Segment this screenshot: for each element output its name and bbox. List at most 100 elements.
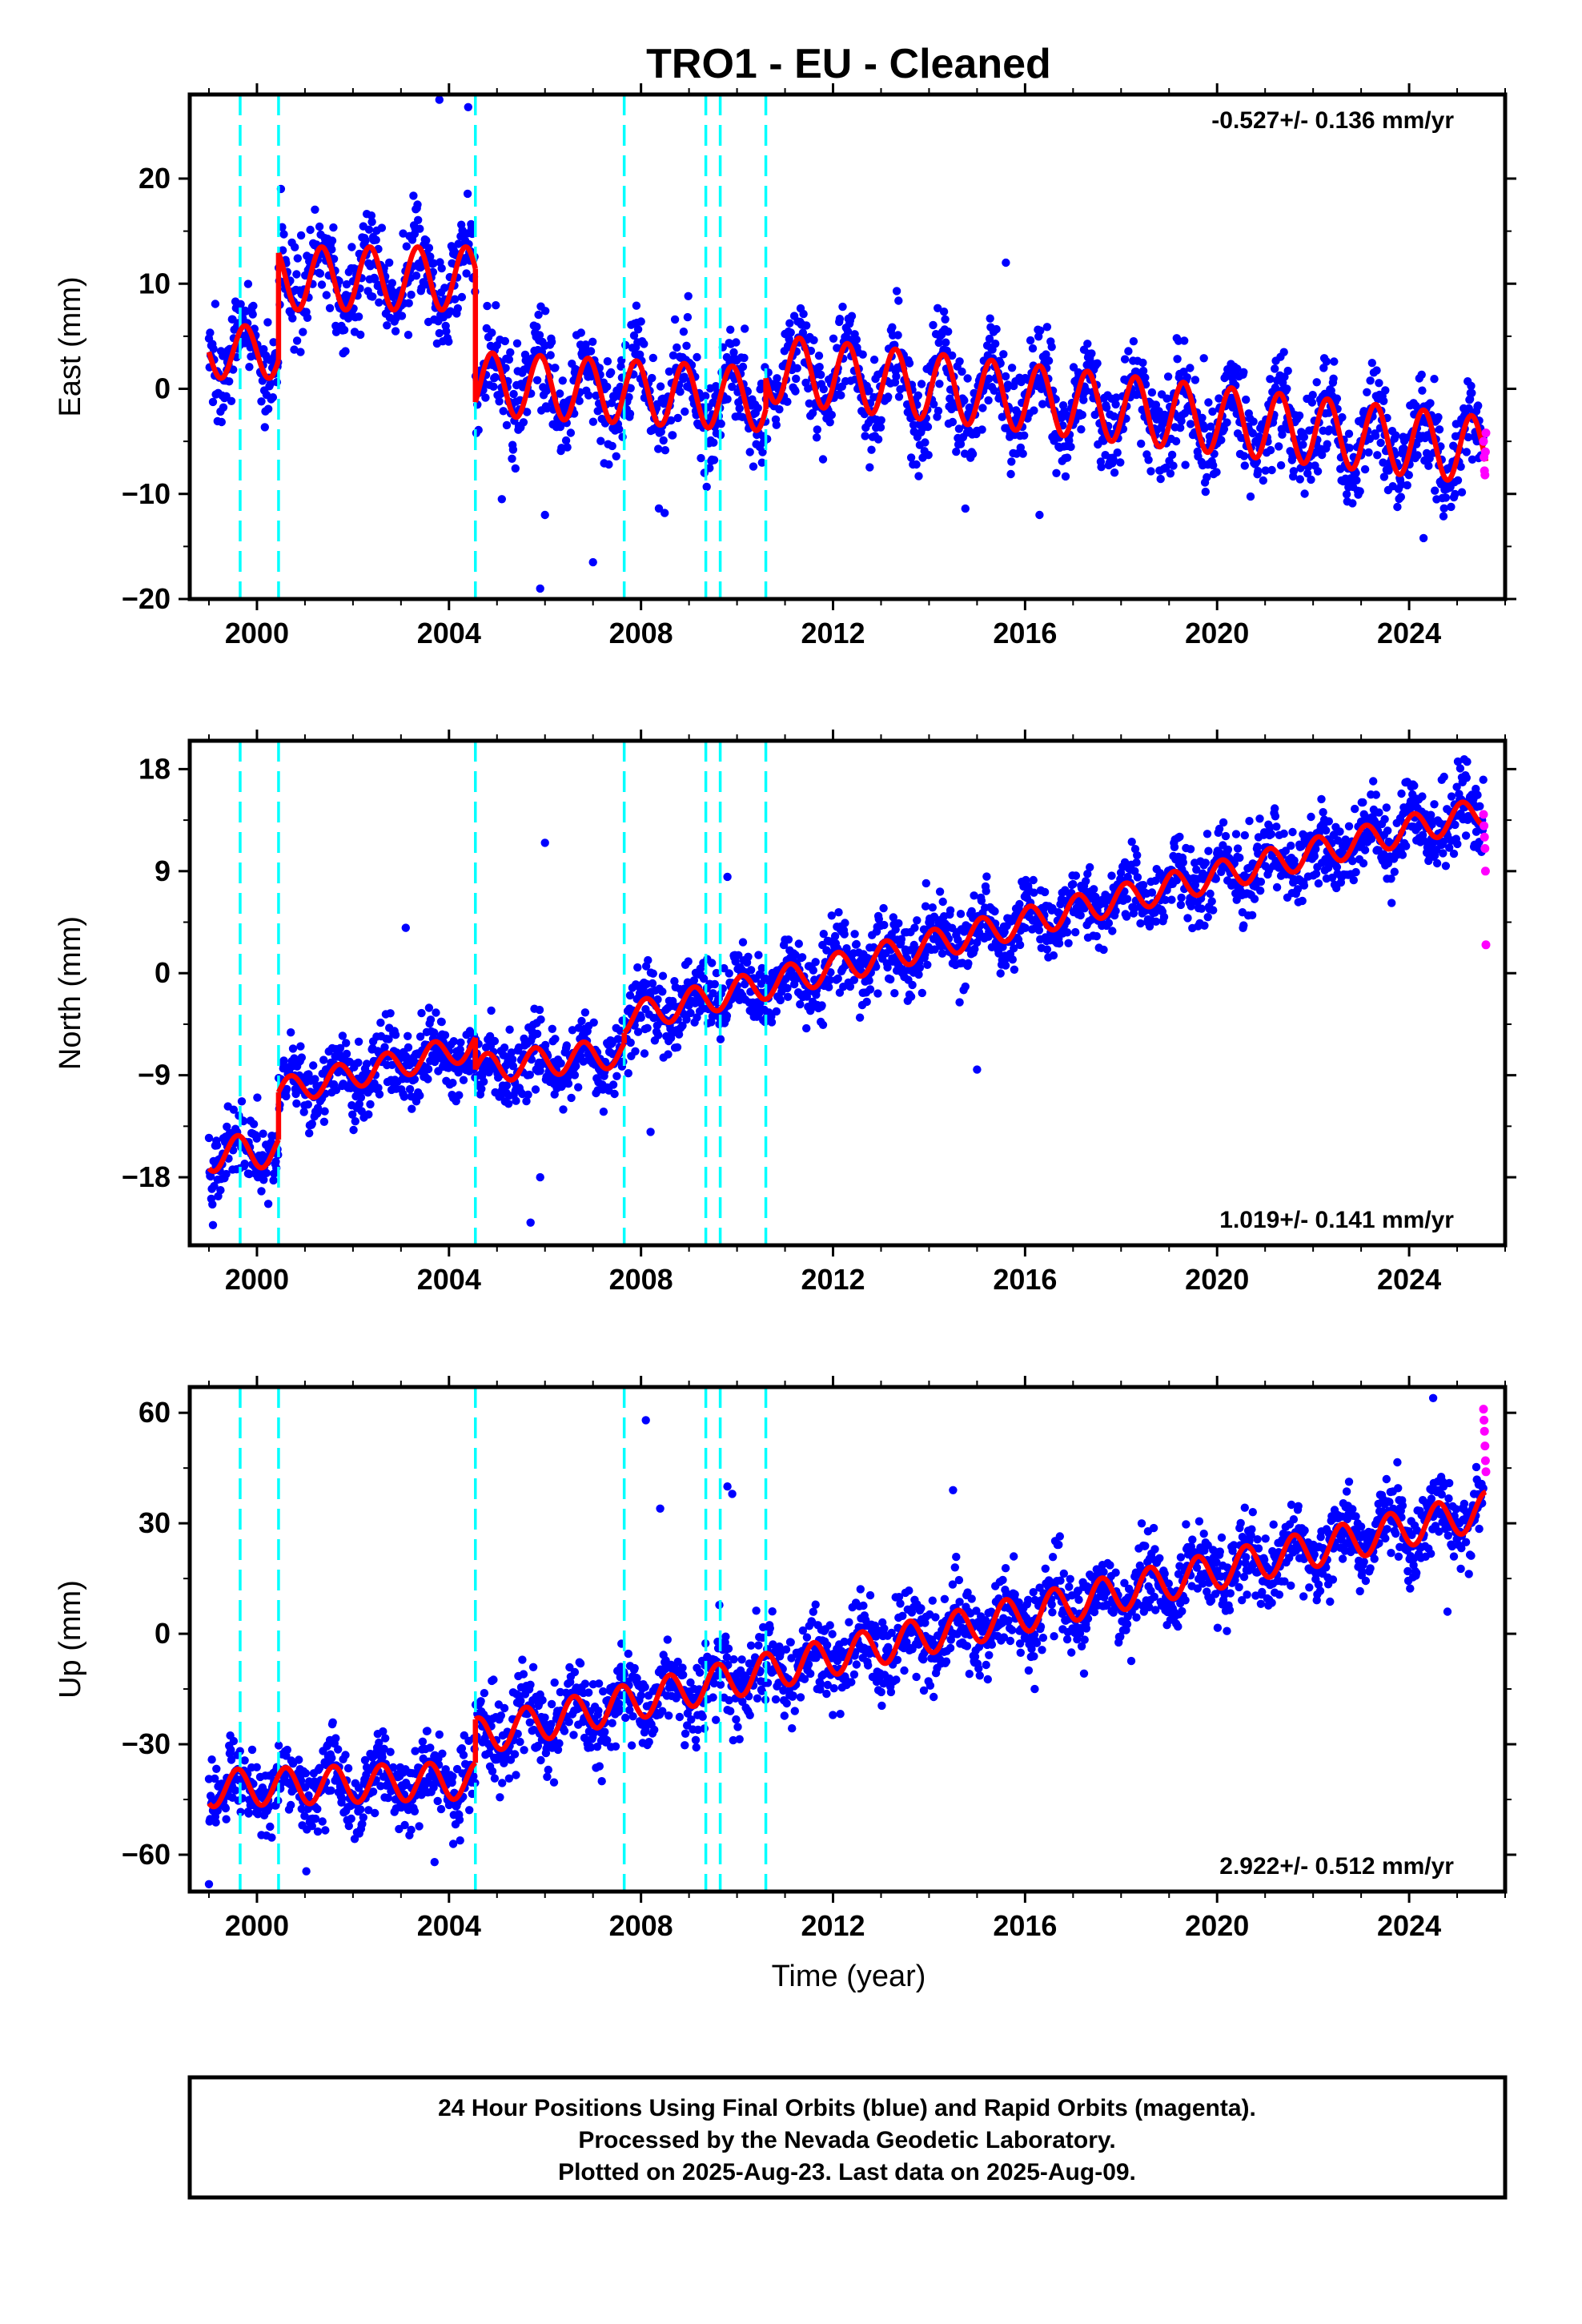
data-point xyxy=(342,279,351,289)
x-tick-label: 2000 xyxy=(225,1263,289,1296)
data-point xyxy=(1010,965,1019,975)
data-point xyxy=(512,339,522,348)
data-point xyxy=(424,1003,434,1012)
data-point xyxy=(886,975,895,984)
up-panel: 2000 2004 2008 2012 2016 2020 2024−60−3003060U… xyxy=(54,1376,1516,1942)
data-point xyxy=(1324,817,1334,826)
data-point xyxy=(1397,789,1406,798)
data-point xyxy=(661,509,669,517)
north-plot-area xyxy=(204,741,1491,1245)
data-point xyxy=(263,404,273,413)
data-point xyxy=(1239,921,1248,930)
east-frame xyxy=(187,92,1508,601)
data-point xyxy=(1240,830,1250,840)
data-point xyxy=(1178,858,1188,867)
data-point xyxy=(1147,388,1157,397)
data-point xyxy=(268,393,278,402)
data-point xyxy=(359,1813,367,1822)
data-point xyxy=(426,252,435,261)
data-point xyxy=(1207,897,1216,906)
data-point xyxy=(446,307,455,316)
rapid-point xyxy=(1479,436,1488,446)
data-point xyxy=(1141,373,1150,382)
data-point xyxy=(978,425,986,434)
data-point xyxy=(658,971,668,980)
data-point xyxy=(227,396,236,405)
data-point xyxy=(413,200,422,209)
data-point xyxy=(612,1072,621,1081)
data-point xyxy=(354,312,363,321)
data-point xyxy=(819,384,828,394)
data-point xyxy=(877,416,885,424)
data-point xyxy=(240,1756,249,1765)
data-point xyxy=(732,338,741,347)
data-point xyxy=(249,301,258,311)
data-point xyxy=(809,966,817,975)
data-point xyxy=(563,443,572,452)
data-point xyxy=(464,103,472,111)
data-point xyxy=(991,340,1000,348)
data-point xyxy=(327,1754,336,1763)
data-point xyxy=(1219,818,1228,827)
data-point xyxy=(229,1146,238,1155)
data-point xyxy=(1109,456,1118,464)
data-point xyxy=(999,350,1008,359)
data-point xyxy=(1151,400,1161,409)
data-point xyxy=(624,392,633,402)
data-point xyxy=(414,215,423,224)
data-point xyxy=(432,1008,440,1017)
y-tick-label: 0 xyxy=(155,956,171,989)
data-point xyxy=(581,340,590,349)
up-plot-area xyxy=(204,1387,1491,1892)
data-point xyxy=(1424,461,1433,470)
data-point xyxy=(955,357,964,366)
data-point xyxy=(808,408,817,417)
data-point xyxy=(612,452,620,460)
data-point xyxy=(833,974,842,983)
data-point xyxy=(229,365,238,374)
data-point xyxy=(305,1128,314,1138)
rapid-point xyxy=(1480,470,1490,480)
data-point xyxy=(906,453,916,462)
data-point xyxy=(1108,927,1117,935)
data-point xyxy=(1391,431,1400,440)
data-point xyxy=(499,407,508,416)
data-point xyxy=(1313,467,1323,476)
data-point xyxy=(847,312,857,320)
data-point xyxy=(1169,461,1178,470)
east-rapid-orbit-points xyxy=(1479,428,1491,480)
data-point xyxy=(964,959,973,968)
data-point xyxy=(876,423,885,432)
data-point xyxy=(1322,826,1331,835)
data-point xyxy=(541,1040,550,1050)
data-point xyxy=(588,337,597,346)
data-point xyxy=(915,963,925,972)
data-point xyxy=(1419,533,1428,543)
rapid-point xyxy=(1481,428,1491,438)
data-point xyxy=(1116,458,1125,467)
data-point xyxy=(796,999,805,1009)
data-point xyxy=(596,436,605,445)
data-point xyxy=(955,998,964,1007)
data-point xyxy=(502,1081,512,1090)
data-point xyxy=(341,1751,350,1759)
data-point xyxy=(541,307,550,316)
data-point xyxy=(483,301,492,311)
data-point xyxy=(865,463,874,472)
data-point xyxy=(454,239,463,248)
data-point xyxy=(1182,373,1192,382)
data-point xyxy=(291,1089,300,1099)
data-point xyxy=(1001,961,1010,970)
data-point xyxy=(1204,398,1213,407)
data-point xyxy=(501,364,510,372)
data-point xyxy=(1163,372,1173,381)
rapid-point xyxy=(1480,866,1490,876)
data-point xyxy=(245,363,254,372)
data-point xyxy=(1020,431,1029,440)
data-point xyxy=(480,1077,488,1086)
data-point xyxy=(1351,804,1359,814)
data-point xyxy=(735,404,744,413)
data-point xyxy=(1413,451,1422,460)
data-point xyxy=(809,336,818,344)
data-point xyxy=(1288,827,1297,837)
